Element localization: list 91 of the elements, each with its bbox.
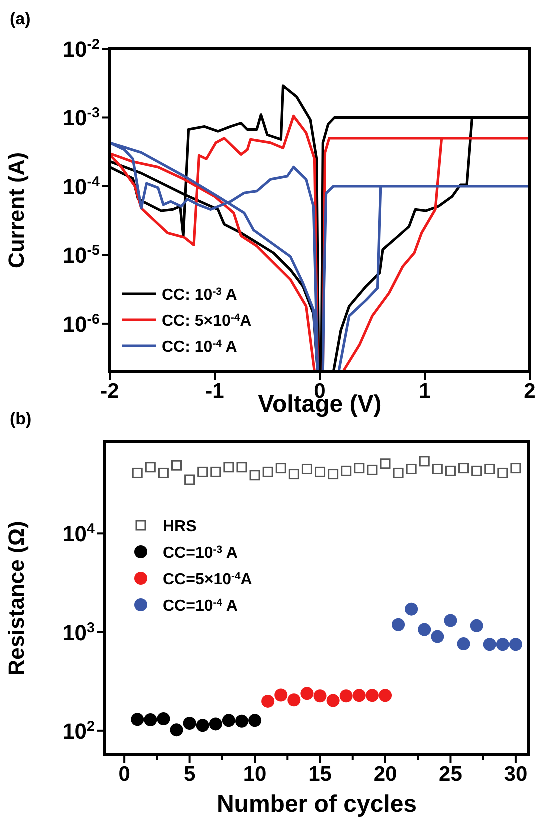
point <box>328 469 339 480</box>
point <box>158 468 169 478</box>
y-tick-label: 10$^{-3}$ <box>62 106 100 131</box>
point <box>406 464 417 474</box>
x-axis-title: Number of cycles <box>216 791 418 818</box>
point <box>224 462 234 473</box>
point <box>170 724 184 737</box>
point <box>262 694 275 708</box>
x-tick-label: 25 <box>439 763 463 786</box>
point <box>250 470 260 481</box>
point <box>262 466 274 478</box>
point <box>288 694 301 707</box>
x-tick-label: -1 <box>206 380 225 403</box>
point <box>444 614 458 628</box>
x-tick-label: 2 <box>524 380 536 403</box>
point <box>392 618 406 632</box>
point <box>196 719 210 732</box>
point <box>445 466 456 476</box>
x-tick-label: 10 <box>243 763 267 786</box>
point <box>431 630 444 644</box>
legend-label: CC=5×10$^{-4}$A <box>163 571 253 588</box>
point <box>483 638 496 652</box>
point <box>472 466 482 476</box>
y-tick-label: 10$^{4}$ <box>62 522 96 547</box>
y-axis-title: Current (A) <box>4 152 29 269</box>
point <box>248 714 262 728</box>
legend-label: CC: 5×10$^{-4}$A <box>162 312 252 330</box>
point <box>222 714 236 728</box>
y-tick-label: 10$^{-2}$ <box>62 37 100 62</box>
point <box>144 714 158 727</box>
point <box>288 469 300 480</box>
point <box>131 713 144 726</box>
x-tick-label: -2 <box>100 380 120 403</box>
point <box>496 638 510 652</box>
point <box>315 466 326 478</box>
point <box>314 690 327 703</box>
point <box>509 638 522 652</box>
x-tick-label: 0 <box>118 763 130 786</box>
point <box>352 689 366 702</box>
y-tick-label: 10$^{-6}$ <box>62 312 100 337</box>
point <box>367 464 378 476</box>
point <box>274 688 288 702</box>
x-tick-label: 1 <box>419 380 432 403</box>
point <box>470 619 484 632</box>
point <box>184 474 196 486</box>
y-tick-label: 10$^{-5}$ <box>62 243 100 268</box>
point <box>378 689 392 702</box>
point <box>380 458 391 470</box>
x-tick-label: 15 <box>308 763 332 786</box>
point <box>418 623 432 636</box>
y-tick-label: 10$^{3}$ <box>62 620 96 646</box>
point <box>405 602 418 616</box>
point <box>432 464 443 474</box>
point <box>183 716 196 730</box>
y-axis-title: Resistance (Ω) <box>4 521 29 676</box>
point <box>354 463 365 474</box>
point <box>236 462 248 473</box>
point <box>419 456 430 467</box>
point <box>132 468 143 478</box>
point <box>276 463 286 474</box>
point <box>366 689 379 702</box>
point <box>210 466 222 478</box>
chart-title: (a) <box>10 9 31 28</box>
chart-title: (b) <box>10 409 32 428</box>
point <box>457 638 470 651</box>
point <box>326 694 340 708</box>
point <box>341 466 352 476</box>
point <box>498 468 508 478</box>
x-tick-label: 5 <box>184 763 196 786</box>
point <box>484 464 496 474</box>
legend-label: CC: 10$^{-4}$ A <box>162 338 238 356</box>
point <box>145 462 156 473</box>
point <box>302 464 312 474</box>
x-tick-label: 30 <box>504 763 528 786</box>
point <box>209 718 222 731</box>
legend-label: HRS <box>163 518 198 536</box>
point <box>198 466 208 478</box>
point <box>458 463 470 474</box>
point <box>172 460 182 471</box>
legend-label: CC=10$^{-4}$ A <box>163 598 238 615</box>
point <box>235 714 248 728</box>
legend-label: CC: 10$^{-3}$ A <box>162 286 238 304</box>
y-tick-label: 10$^{-4}$ <box>62 174 100 200</box>
point <box>393 468 404 478</box>
point <box>300 687 314 700</box>
legend-label: CC=10$^{-3}$ A <box>163 544 238 562</box>
point <box>157 712 170 726</box>
y-tick-label: 10$^{2}$ <box>62 718 96 744</box>
x-tick-label: 20 <box>374 763 398 786</box>
point <box>340 690 353 703</box>
point <box>510 463 522 474</box>
